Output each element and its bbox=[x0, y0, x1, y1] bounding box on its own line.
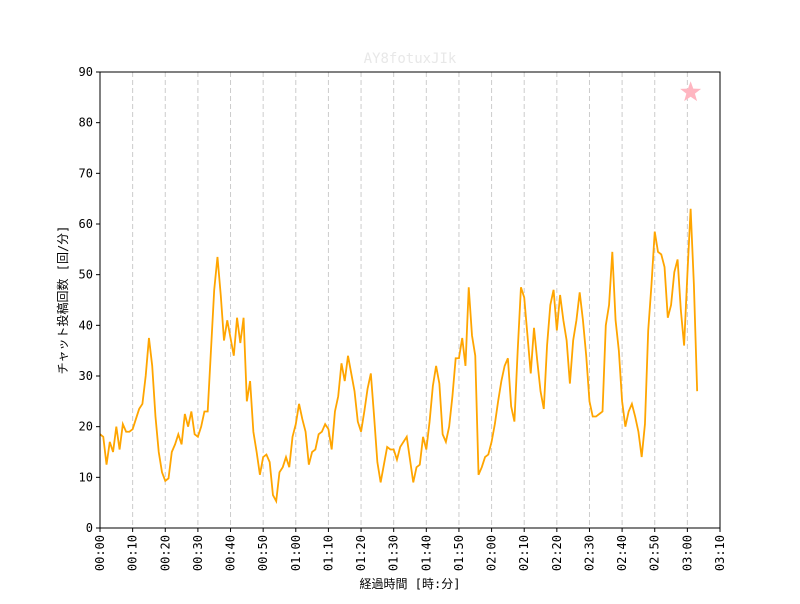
y-tick-label: 40 bbox=[79, 318, 93, 332]
x-axis-label: 経過時間 [時:分] bbox=[360, 577, 461, 591]
x-tick-label: 02:00 bbox=[485, 535, 499, 571]
y-tick-label: 80 bbox=[79, 116, 93, 130]
y-tick-label: 70 bbox=[79, 166, 93, 180]
y-tick-label: 20 bbox=[79, 420, 93, 434]
y-tick-label: 50 bbox=[79, 268, 93, 282]
x-tick-label: 01:40 bbox=[419, 535, 433, 571]
x-tick-label: 02:50 bbox=[648, 535, 662, 571]
x-tick-label: 00:40 bbox=[224, 535, 238, 571]
x-tick-label: 00:00 bbox=[93, 535, 107, 571]
y-tick-label: 90 bbox=[79, 65, 93, 79]
x-tick-label: 01:00 bbox=[289, 535, 303, 571]
x-tick-label: 01:10 bbox=[321, 535, 335, 571]
star-marker bbox=[680, 81, 702, 102]
x-tick-label: 01:30 bbox=[387, 535, 401, 571]
x-tick-label: 00:30 bbox=[191, 535, 205, 571]
y-tick-label: 60 bbox=[79, 217, 93, 231]
x-tick-label: 00:10 bbox=[126, 535, 140, 571]
line bbox=[99, 208, 699, 505]
x-tick-label: 01:50 bbox=[452, 535, 466, 571]
plot-frame bbox=[99, 71, 721, 529]
x-tick-label: 01:20 bbox=[354, 535, 368, 571]
y-axis-label: チャット投稿回数 [回/分] bbox=[55, 226, 70, 375]
x-tick-label: 02:40 bbox=[615, 535, 629, 571]
x-tick-label: 03:00 bbox=[680, 535, 694, 571]
y-tick-label: 0 bbox=[86, 521, 93, 535]
x-tick-label: 02:20 bbox=[550, 535, 564, 571]
x-tick-label: 00:50 bbox=[256, 535, 270, 571]
x-tick-label: 00:20 bbox=[158, 535, 172, 571]
y-tick-label: 30 bbox=[79, 369, 93, 383]
x-tick-label: 02:30 bbox=[582, 535, 596, 571]
x-tick-label: 02:10 bbox=[517, 535, 531, 571]
chart-title: AY8fotuxJIk bbox=[364, 51, 457, 67]
x-tick-label: 03:10 bbox=[713, 535, 727, 571]
y-tick-label: 10 bbox=[79, 470, 93, 484]
